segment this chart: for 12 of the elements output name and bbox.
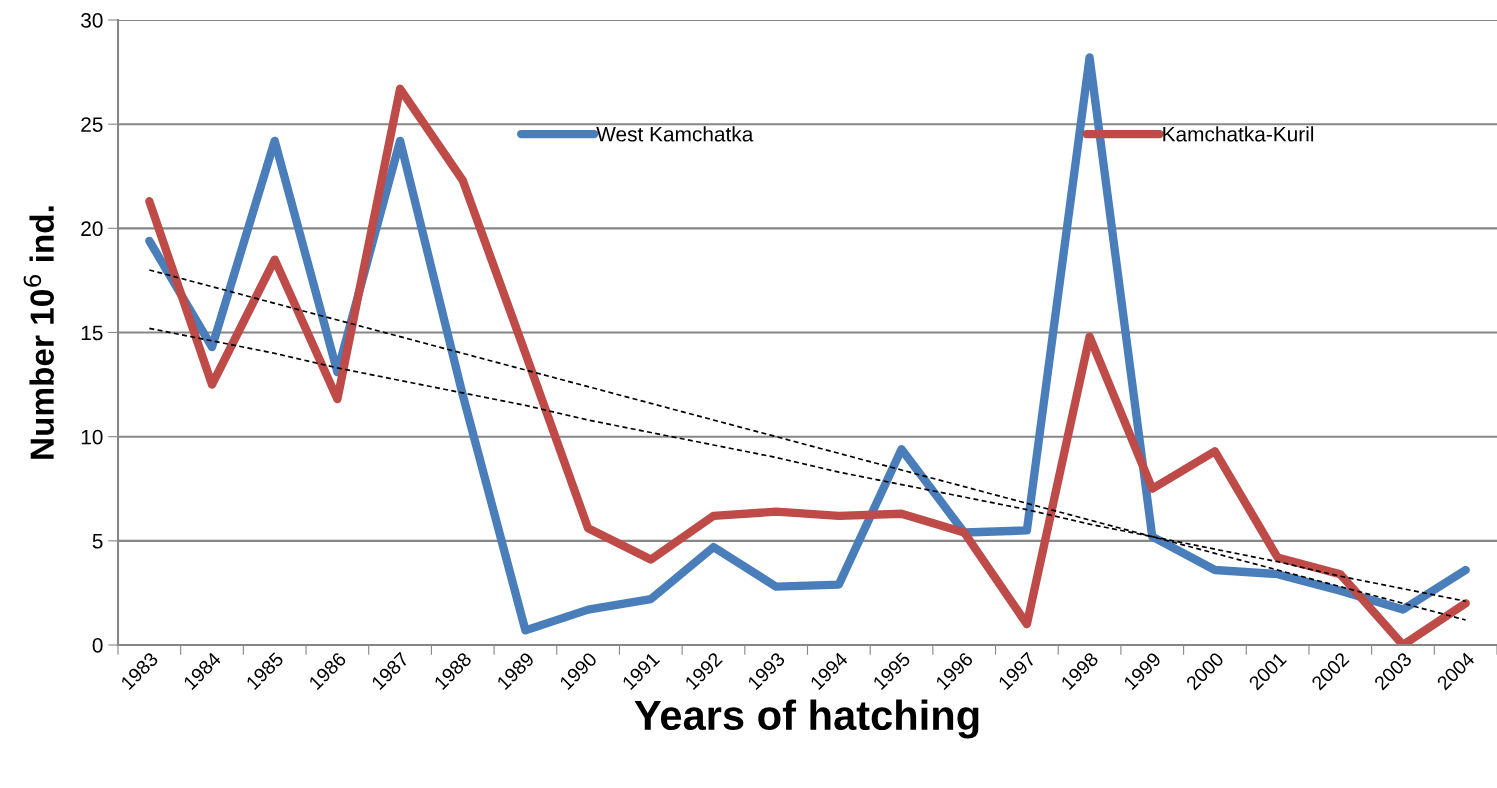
y-tick-label: 15 (81, 325, 103, 341)
legend-label: Kamchatka-Kuril (1163, 126, 1314, 142)
legend-label: West Kamchatka (596, 126, 754, 142)
y-tick-label: 5 (92, 534, 103, 549)
y-tick-label: 30 (81, 13, 103, 28)
line-series (148, 269, 1467, 621)
y-tick-label: 20 (81, 221, 103, 237)
y-axis-title: Number 10$^{6}$ ind. (23, 206, 54, 459)
y-tick-label: 0 (92, 638, 103, 653)
y-tick-label: 25 (81, 117, 103, 132)
y-tick-label: 10 (81, 429, 103, 445)
x-axis-title: Years of hatching (634, 699, 979, 739)
